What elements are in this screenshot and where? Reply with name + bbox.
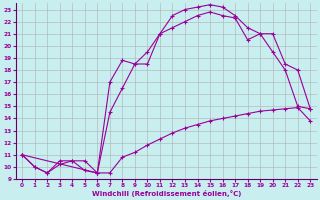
X-axis label: Windchill (Refroidissement éolien,°C): Windchill (Refroidissement éolien,°C) [92, 190, 241, 197]
